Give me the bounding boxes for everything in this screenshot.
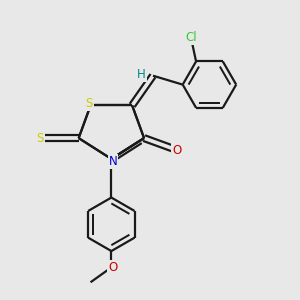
Text: Cl: Cl [186, 31, 197, 44]
Text: N: N [109, 155, 117, 168]
Text: S: S [36, 132, 44, 145]
Text: H: H [137, 68, 146, 81]
Text: O: O [108, 261, 118, 274]
Text: S: S [85, 97, 93, 110]
Text: O: O [172, 143, 182, 157]
